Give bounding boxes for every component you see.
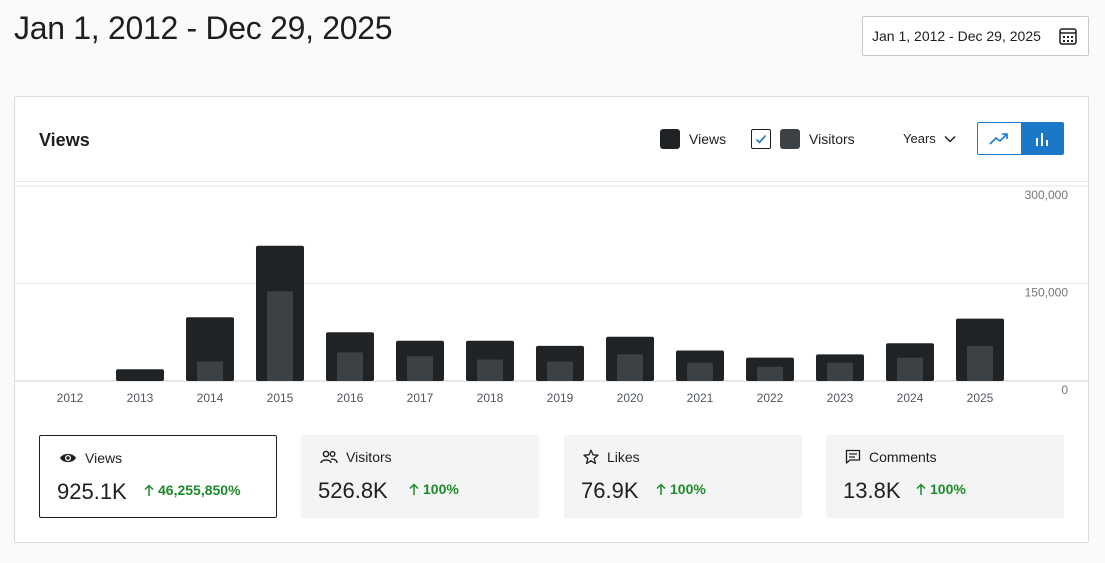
page-title: Jan 1, 2012 - Dec 29, 2025: [14, 10, 393, 46]
bar-visitors-2015: [267, 291, 293, 381]
x-tick-label: 2024: [897, 391, 924, 405]
x-tick-label: 2015: [267, 391, 294, 405]
bar-chart-icon: [1035, 132, 1048, 146]
bar-visitors-2014: [197, 361, 223, 381]
arrow-up-icon: [656, 482, 666, 495]
bar-visitors-2023: [827, 362, 853, 381]
x-tick-label: 2022: [757, 391, 784, 405]
y-tick-label: 300,000: [1025, 188, 1069, 202]
stat-delta-value: 100%: [423, 481, 459, 497]
stat-label-text: Comments: [869, 449, 937, 465]
stats-row: Views 925.1K 46,255,850% Visitors 526.8K…: [39, 435, 1065, 519]
x-tick-label: 2016: [337, 391, 364, 405]
check-icon: [755, 134, 767, 144]
bar-views-2013: [116, 369, 164, 381]
x-tick-label: 2020: [617, 391, 644, 405]
stat-delta-value: 46,255,850%: [158, 482, 241, 498]
stat-card-comments[interactable]: Comments 13.8K 100%: [826, 435, 1064, 518]
bar-visitors-2017: [407, 356, 433, 381]
date-range-label: Jan 1, 2012 - Dec 29, 2025: [872, 28, 1041, 44]
bar-visitors-2025: [967, 345, 993, 381]
period-select[interactable]: Years: [903, 131, 956, 146]
stat-label-visitors: Visitors: [320, 449, 392, 465]
period-select-value: Years: [903, 131, 936, 146]
people-icon: [320, 450, 338, 464]
stat-value: 925.1K: [57, 479, 127, 504]
x-tick-label: 2018: [477, 391, 504, 405]
star-icon: [583, 449, 599, 465]
bar-visitors-2022: [757, 366, 783, 381]
stat-delta-value: 100%: [930, 481, 966, 497]
bar-chart: 300,000 150,000 0 2012 2013 2014 2015 2016 2017 2…: [15, 182, 1088, 412]
bar-visitors-2020: [617, 354, 643, 381]
line-chart-button[interactable]: [978, 123, 1021, 154]
stat-card-views[interactable]: Views 925.1K 46,255,850%: [39, 435, 277, 518]
stat-label-likes: Likes: [583, 449, 640, 465]
stat-delta: 100%: [409, 481, 459, 497]
x-tick-label: 2021: [687, 391, 714, 405]
y-tick-label: 150,000: [1025, 286, 1069, 300]
stat-label-text: Views: [85, 450, 123, 466]
x-tick-label: 2023: [827, 391, 854, 405]
views-swatch: [660, 129, 680, 149]
comment-icon: [845, 449, 861, 464]
stat-card-likes[interactable]: Likes 76.9K 100%: [564, 435, 802, 518]
stat-delta: 100%: [656, 481, 706, 497]
date-range-picker[interactable]: Jan 1, 2012 - Dec 29, 2025: [862, 16, 1089, 56]
arrow-up-icon: [409, 482, 419, 495]
x-tick-label: 2012: [57, 391, 84, 405]
eye-icon: [60, 453, 76, 463]
stat-label-views: Views: [59, 450, 122, 466]
bar-visitors-2024: [897, 357, 923, 381]
x-tick-label: 2017: [407, 391, 434, 405]
bar-visitors-2021: [687, 362, 713, 381]
legend-views-label: Views: [689, 131, 727, 147]
chart-svg: 300,000 150,000 0 2012 2013 2014 2015 2016 2017 2…: [15, 185, 1088, 405]
arrow-up-icon: [916, 482, 926, 495]
bar-visitors-2016: [337, 352, 363, 381]
chart-header: Views Views Visitors Years: [15, 97, 1088, 182]
x-tick-label: 2013: [127, 391, 154, 405]
x-tick-label: 2019: [547, 391, 574, 405]
visitors-swatch: [780, 129, 800, 149]
x-tick-label: 2014: [197, 391, 224, 405]
chart-title: Views: [39, 130, 90, 150]
visitors-checkbox[interactable]: [751, 129, 771, 149]
stat-label-text: Likes: [607, 449, 640, 465]
stat-delta-value: 100%: [670, 481, 706, 497]
stat-delta: 100%: [916, 481, 966, 497]
legend-views: Views: [660, 129, 726, 149]
line-chart-icon: [989, 132, 1009, 145]
y-tick-label: 0: [1061, 383, 1068, 397]
stat-value: 13.8K: [843, 478, 901, 503]
stat-label-text: Visitors: [346, 449, 392, 465]
bar-visitors-2018: [477, 359, 503, 381]
views-chart-card: Views Views Visitors Years 300,000 150: [14, 96, 1089, 543]
chevron-down-icon: [944, 135, 956, 143]
stat-delta: 46,255,850%: [144, 482, 241, 498]
calendar-icon: [1058, 26, 1078, 46]
bar-visitors-2019: [547, 361, 573, 381]
arrow-up-icon: [144, 483, 154, 496]
stat-label-comments: Comments: [845, 449, 937, 465]
x-tick-label: 2025: [967, 391, 994, 405]
legend-visitors: Visitors: [751, 129, 855, 149]
legend-visitors-label: Visitors: [809, 131, 855, 147]
stat-value: 76.9K: [581, 478, 639, 503]
bar-chart-button[interactable]: [1020, 123, 1063, 154]
stat-value: 526.8K: [318, 478, 388, 503]
chart-type-toggle: [977, 122, 1064, 155]
stat-card-visitors[interactable]: Visitors 526.8K 100%: [301, 435, 539, 518]
